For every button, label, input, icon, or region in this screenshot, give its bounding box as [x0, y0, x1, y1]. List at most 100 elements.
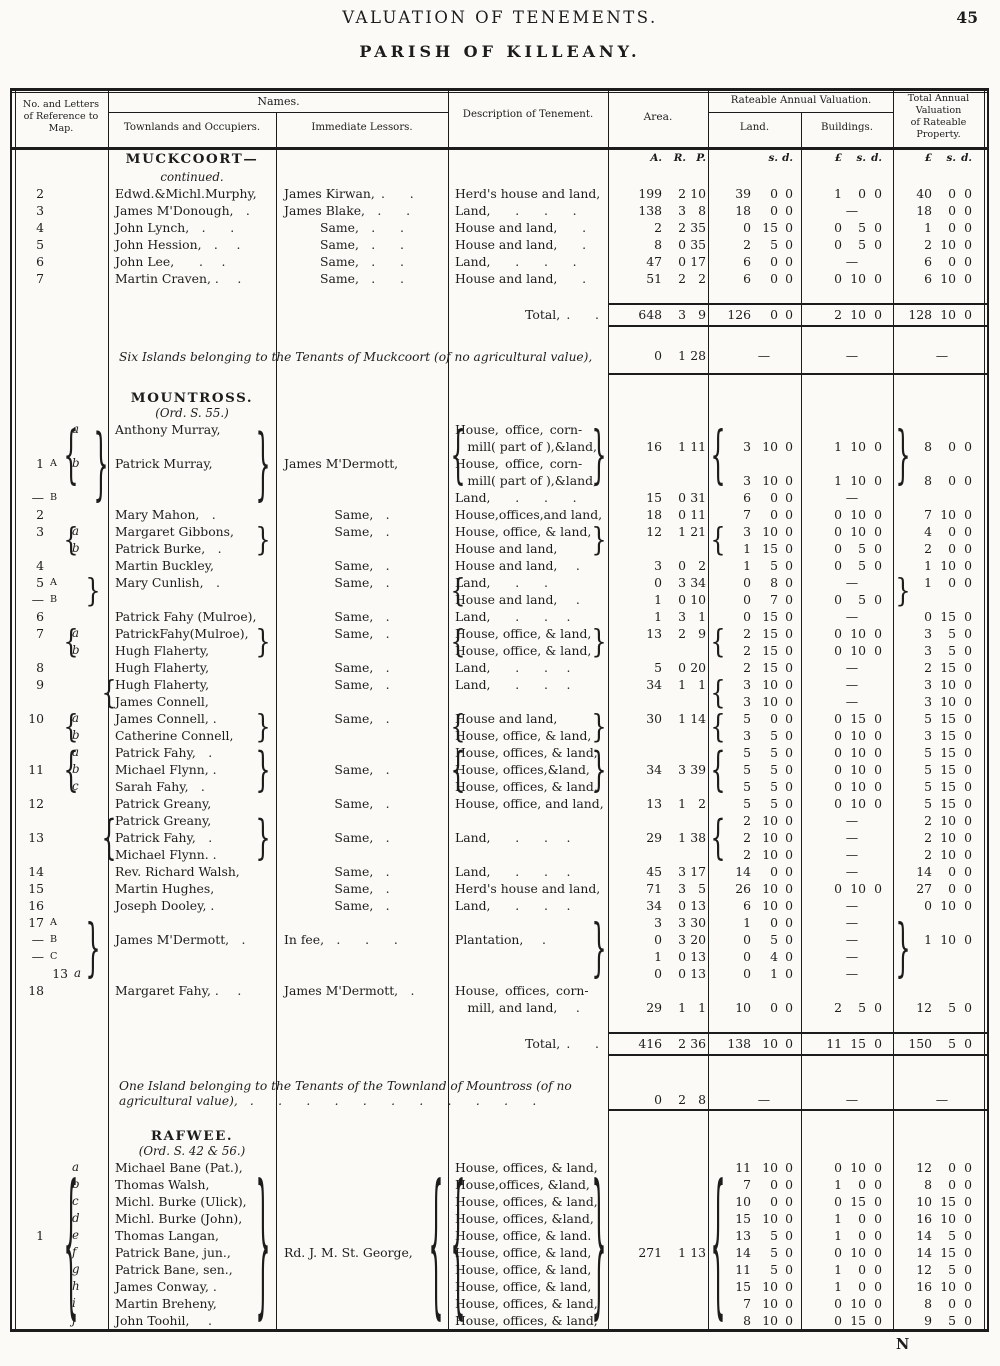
- buildings-cell: —: [845, 813, 859, 828]
- brace-glyph: }: [895, 572, 911, 610]
- sub-letter: a: [72, 422, 80, 436]
- note-text: Six Islands belonging to the Tenants of …: [119, 350, 593, 364]
- area-cell: 21: [690, 524, 706, 539]
- ref-number: 3: [36, 524, 44, 539]
- area-cell: 5: [654, 660, 662, 675]
- total-cell: 15: [940, 1194, 956, 1209]
- brace-glyph: }: [255, 1152, 271, 1336]
- tot-unit-label: d.: [961, 152, 972, 164]
- total-cell: 0: [964, 254, 972, 269]
- area-cell: 10: [690, 592, 706, 607]
- area-cell: 30: [690, 915, 706, 930]
- land-cell: 0: [770, 1000, 778, 1015]
- land-cell: 15: [762, 609, 778, 624]
- sub-letter: e: [72, 1228, 79, 1242]
- land-cell: 0: [743, 949, 751, 964]
- column-header-buildings: Buildings.: [821, 122, 873, 133]
- buildings-cell: 0: [874, 524, 882, 539]
- brace-glyph: }: [591, 708, 607, 746]
- sub-letter: b: [72, 1177, 80, 1191]
- total-cell: 8: [924, 473, 932, 488]
- area-cell: 31: [690, 490, 706, 505]
- area-cell: 30: [646, 711, 662, 726]
- total-cell: 0: [964, 237, 972, 252]
- brace-glyph: {: [63, 623, 79, 661]
- land-cell: 126: [727, 307, 751, 322]
- total-cell: 0: [964, 864, 972, 879]
- occupier-cell: Sarah Fahy, .: [115, 779, 205, 794]
- land-cell: 4: [770, 949, 778, 964]
- buildings-cell: 0: [834, 1194, 842, 1209]
- total-cell: 3: [924, 643, 932, 658]
- total-cell: 5: [948, 1228, 956, 1243]
- rule: [607, 303, 989, 305]
- area-cell: 1: [678, 711, 686, 726]
- land-cell: 0: [785, 626, 793, 641]
- area-cell: 2: [678, 186, 686, 201]
- land-cell: 0: [785, 966, 793, 981]
- ref-number: 4: [36, 220, 44, 235]
- area-cell: 9: [698, 307, 706, 322]
- buildings-cell: 10: [850, 307, 866, 322]
- buildings-cell: 0: [834, 762, 842, 777]
- buildings-cell: 0: [874, 1313, 882, 1328]
- rule: [14, 88, 16, 1331]
- ref-number: —: [31, 490, 44, 505]
- buildings-cell: —: [845, 575, 859, 590]
- land-cell: 0: [785, 186, 793, 201]
- land-cell: 3: [743, 677, 751, 692]
- total-cell: 0: [948, 439, 956, 454]
- column-header-area: Area.: [643, 111, 673, 123]
- occupier-cell: James M'Donough, .: [115, 203, 250, 218]
- total-cell: 0: [964, 881, 972, 896]
- buildings-cell: 0: [874, 220, 882, 235]
- description-cell: House, offices, &land,: [455, 1211, 594, 1226]
- area-cell: 29: [646, 1000, 662, 1015]
- rule: [10, 147, 989, 150]
- rule: [607, 1032, 989, 1034]
- land-cell: 0: [785, 1160, 793, 1175]
- column-header-land: Land.: [739, 122, 770, 133]
- land-cell: 0: [785, 847, 793, 862]
- sub-letter: a: [72, 524, 80, 538]
- area-cell: 9: [698, 626, 706, 641]
- land-cell: 0: [785, 813, 793, 828]
- occupier-cell: Anthony Murray,: [115, 422, 221, 437]
- total-cell: 0: [964, 1177, 972, 1192]
- area-cell: 3: [654, 915, 662, 930]
- brace-glyph: {: [710, 742, 726, 797]
- buildings-cell: —: [845, 677, 859, 692]
- buildings-cell: 10: [850, 779, 866, 794]
- total-cell: 6: [924, 254, 932, 269]
- total-cell: 10: [940, 507, 956, 522]
- description-cell: House, offices, & land,: [455, 1160, 598, 1175]
- area-cell: 11: [690, 439, 706, 454]
- buildings-cell: 5: [858, 220, 866, 235]
- total-cell: 1: [924, 558, 932, 573]
- lessor-cell: Same, . .: [320, 271, 404, 286]
- description-cell: House, office, & land,: [455, 643, 592, 658]
- total-cell: 0: [964, 541, 972, 556]
- total-cell: 5: [924, 796, 932, 811]
- brace-glyph: {: [63, 521, 79, 559]
- buildings-cell: 0: [874, 1211, 882, 1226]
- total-cell: 3: [924, 677, 932, 692]
- total-cell: 0: [948, 575, 956, 590]
- total-cell: 40: [916, 186, 932, 201]
- total-cell: 5: [948, 1262, 956, 1277]
- area-cell: 3: [678, 575, 686, 590]
- land-cell: 5: [770, 237, 778, 252]
- land-cell: 39: [735, 186, 751, 201]
- occupier-cell: Patrick Greany,: [115, 813, 212, 828]
- total-cell: 16: [916, 1211, 932, 1226]
- sub-letter: h: [72, 1279, 80, 1293]
- area-cell: 3: [678, 307, 686, 322]
- land-cell: 10: [762, 830, 778, 845]
- land-cell: 10: [762, 881, 778, 896]
- buildings-cell: 0: [874, 237, 882, 252]
- area-cell: 51: [646, 271, 662, 286]
- total-cell: 10: [940, 1279, 956, 1294]
- land-cell: 10: [762, 473, 778, 488]
- area-cell: 0: [654, 348, 662, 363]
- description-cell: Land, . . .: [455, 490, 577, 505]
